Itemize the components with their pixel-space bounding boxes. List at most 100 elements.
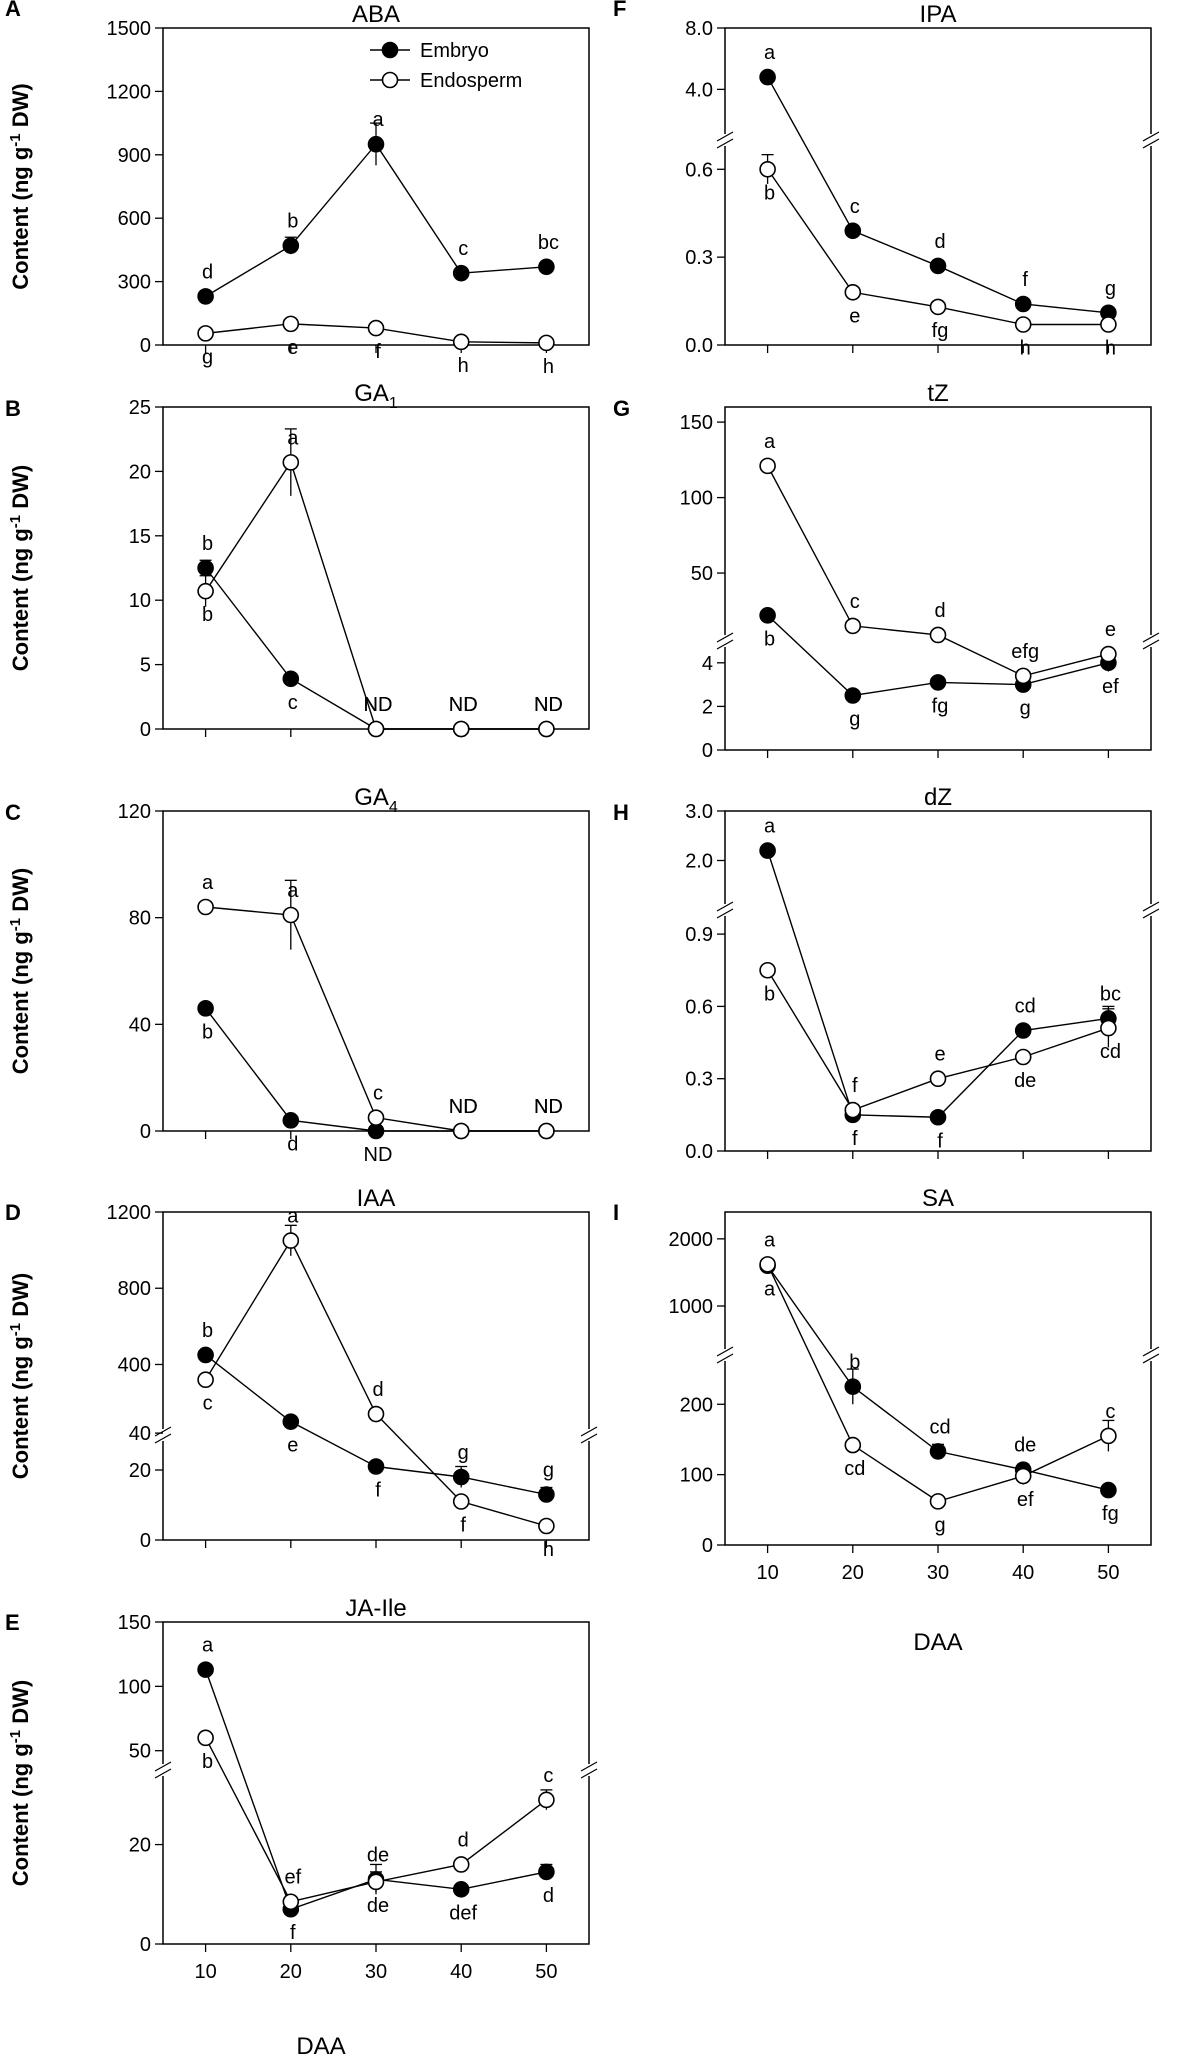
significance-label: ND [364,1144,393,1166]
legend-marker [381,41,399,59]
significance-label: d [934,600,945,622]
data-point [367,319,385,337]
y-tick-label: 900 [118,145,151,167]
significance-label: ND [364,694,393,716]
data-point [759,842,776,859]
significance-label: de [367,1844,389,1866]
panel-D: 0 20 40 400 800 1200 D IAA Content (ng g-1 DW) b e… [5,1185,598,1561]
data-point [282,237,300,254]
y-tick-label: 3.0 [685,801,713,823]
data-point [844,687,862,704]
data-point [367,1873,385,1891]
significance-label: fg [932,320,949,342]
x-tick-label: 40 [450,1961,472,1983]
y-tick-label: 10 [129,590,151,612]
panel-title: GA1 [354,380,398,412]
y-tick-label: 0 [140,719,151,741]
y-tick-label: 20 [129,461,151,483]
series-endosperm: a a c ND ND [197,872,563,1140]
data-point [1014,1048,1032,1066]
significance-label: e [287,337,298,359]
panel-title: GA4 [354,784,398,816]
significance-label: e [849,305,860,327]
significance-label: f [375,341,381,363]
significance-label: c [1105,1401,1115,1423]
x-tick-label: 10 [194,1961,216,1983]
series-line [205,143,547,297]
data-point [367,720,385,738]
significance-label: bc [538,232,559,254]
data-point [282,454,300,471]
data-point [197,1000,214,1017]
significance-label: f [375,1480,381,1502]
y-tick-label: 2.0 [685,851,713,873]
data-point [538,1517,555,1535]
significance-label: d [287,1133,298,1155]
data-point [844,283,862,301]
significance-label: a [372,109,384,131]
data-point [452,1122,470,1140]
y-tick-label: 0.3 [685,1069,713,1091]
series-endosperm: b ef de d c [197,1729,555,1917]
data-point [929,257,947,275]
significance-label: de [367,1895,389,1917]
panel-title: IPA [920,1,957,28]
y-tick-label: 1500 [107,18,152,40]
y-axis-label: Content (ng g-1 DW) [7,465,33,671]
series-line [205,460,547,730]
y-axis-label: Content (ng g-1 DW) [7,868,33,1074]
data-point [1100,1427,1117,1445]
axis-break-mark [716,131,734,149]
significance-label: b [764,628,775,650]
axis-break-mark [580,1761,598,1779]
x-tick-label: 10 [756,1562,778,1584]
significance-label: b [764,182,775,204]
data-point [1014,667,1032,685]
data-point [367,1405,385,1423]
data-point [452,1468,470,1486]
data-point [538,1791,555,1809]
significance-label: ef [1017,1489,1034,1511]
x-tick-label: 30 [927,1562,949,1584]
significance-label: f [852,1075,858,1097]
plot-frame [162,406,590,730]
y-axis-label: Content (ng g-1 DW) [7,1680,33,1886]
data-point [197,898,214,916]
data-point [538,720,555,738]
axis-break-mark [1142,632,1160,650]
significance-label: b [764,983,775,1005]
axis-break-mark [1142,1346,1160,1364]
significance-label: e [934,1044,945,1066]
significance-label: ND [449,1096,478,1118]
data-point [197,559,214,577]
significance-label: d [372,1379,383,1401]
data-point [1014,295,1032,313]
y-tick-label: 0.9 [685,924,713,946]
data-point [282,1112,300,1129]
significance-label: def [449,1902,477,1924]
data-point [538,258,555,276]
panel-title: JA-Ile [345,1595,406,1622]
significance-label: ND [449,694,478,716]
significance-label: c [543,1765,553,1787]
data-point [1100,645,1117,663]
series-line [766,465,1109,677]
significance-label: f [852,1128,858,1150]
panel-G: 0 2 4 50 100 150 GtZ b g fg g ef a c d efg e [613,380,1160,762]
panel-E: 0 20 50 100 150 E JA-Ile Content (ng g-1 DW) a f d… [5,1595,598,1956]
data-point [197,325,214,342]
data-point [759,160,776,178]
series-embryo: b g fg g ef [759,607,1119,731]
significance-label: b [849,1352,860,1374]
y-tick-label: 4 [702,653,713,675]
data-point [282,1413,300,1430]
y-tick-label: 0 [140,1530,151,1552]
significance-label: cd [1100,1041,1121,1063]
significance-label: a [764,1229,776,1251]
data-point [197,1661,214,1678]
panel-H: 0.0 0.3 0.6 0.9 2.0 3.0 HdZ a f f cd bc b f e de cd [613,784,1160,1163]
y-tick-label: 100 [118,1676,151,1698]
significance-label: ND [534,694,563,716]
